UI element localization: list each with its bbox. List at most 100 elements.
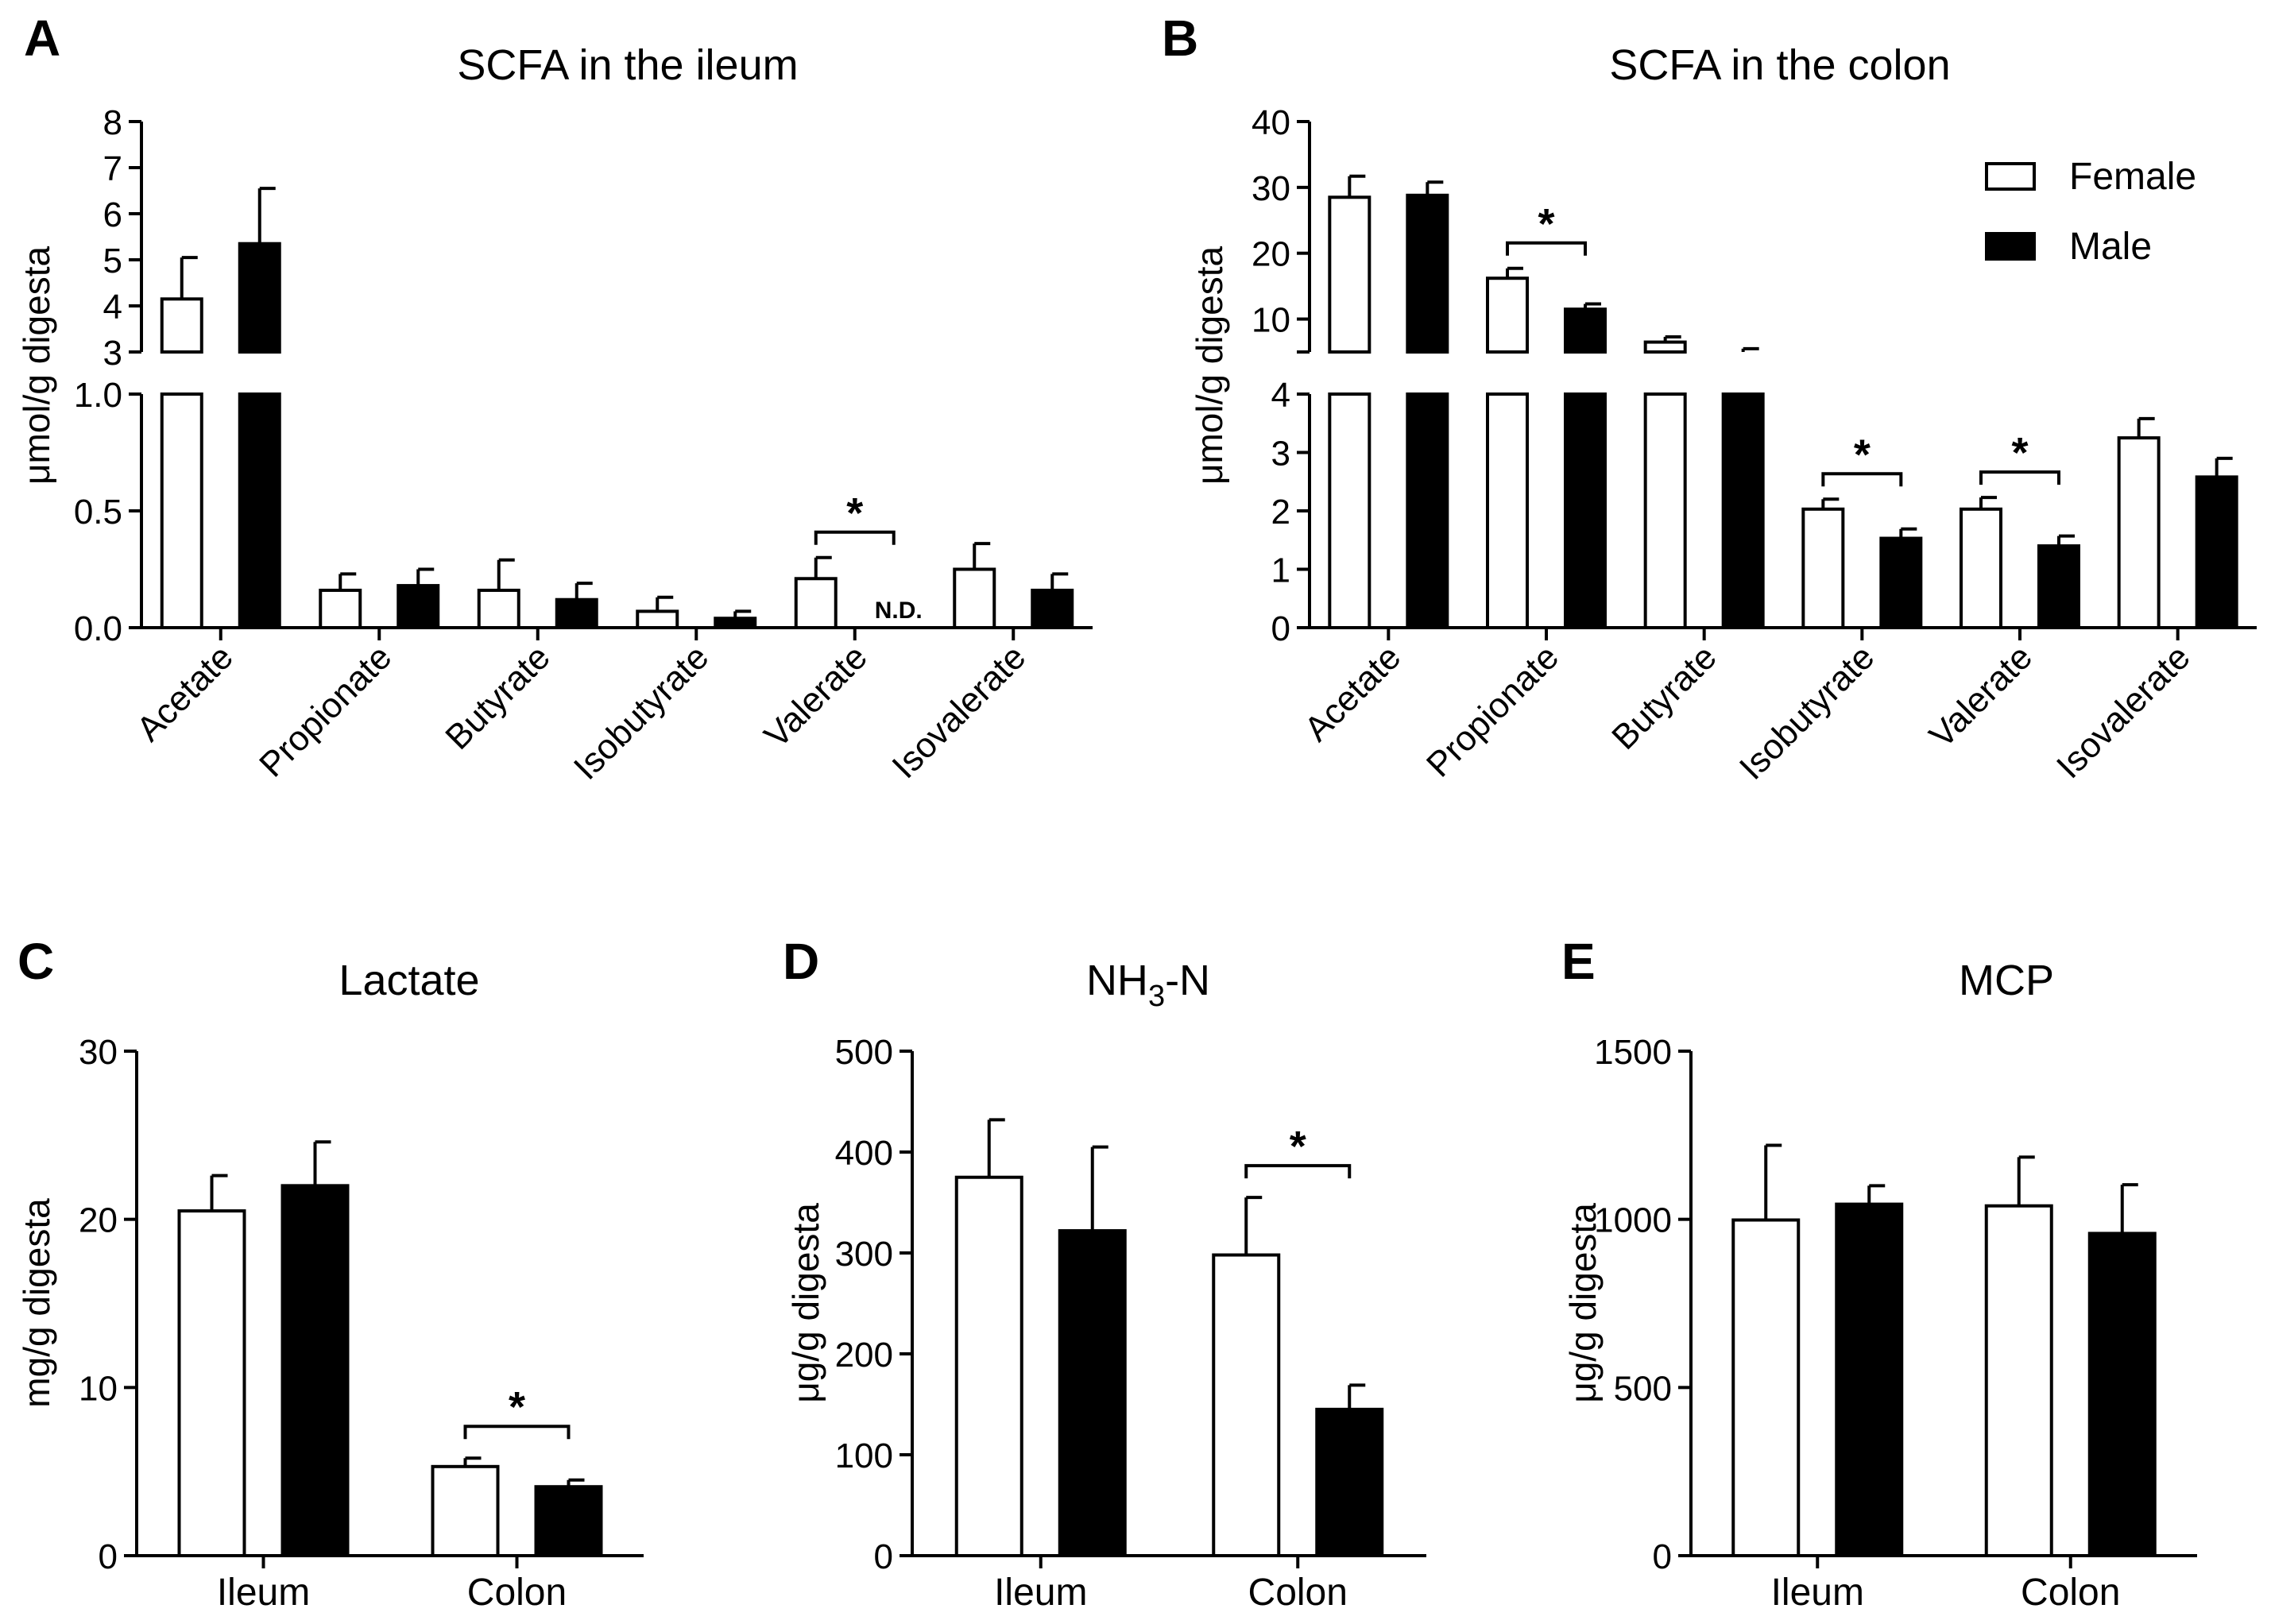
panel-e-ylabel: μg/g digesta: [1562, 1203, 1604, 1403]
panel-c-xtick-label: Colon: [467, 1572, 567, 1614]
panel-b-bar-male: [1406, 193, 1449, 354]
panel-a-ytick-label: 8: [103, 103, 122, 142]
panel-a-significance-star: *: [846, 489, 863, 537]
panel-c-bar-female: [431, 1464, 500, 1557]
panel-e-ytick-label: 0: [1653, 1537, 1672, 1576]
panel-a-bar-female: [160, 297, 203, 354]
panel-b-bar-female-lower: [1486, 392, 1529, 629]
panel-b-significance-star: *: [1538, 200, 1554, 248]
panel-b-ytick-label: 10: [1252, 301, 1290, 340]
panel-a-bar-male: [397, 584, 440, 630]
panel-d-bar-male: [1058, 1229, 1127, 1558]
panel-b-xtick-label: Isobutyrate: [1732, 637, 1882, 787]
panel-a-ytick-label: 1.0: [74, 376, 122, 415]
panel-b-bar-female: [1643, 340, 1687, 354]
panel-c-bar-male: [534, 1485, 603, 1558]
panel-a-bar-female: [477, 588, 520, 630]
legend: Female Male: [1985, 156, 2196, 268]
panel-a-note-nd: N.D.: [875, 597, 923, 624]
panel-c-ylabel: mg/g digesta: [16, 1198, 57, 1408]
panel-b-xtick-label: Propionate: [1419, 637, 1566, 784]
panel-c-ytick-label: 0: [99, 1537, 118, 1576]
panel-c-plot: 0 10 20 30 Ileum Colon *: [79, 1033, 644, 1614]
panel-b-bar-female: [1486, 276, 1529, 354]
panel-a-xtick-label: Isobutyrate: [567, 637, 717, 787]
panel-b-xtick-label: Acetate: [1297, 637, 1408, 748]
panel-e-ytick-label: 1000: [1594, 1201, 1672, 1240]
panel-b-bar-female: [1960, 507, 2002, 629]
panel-d-bar-female: [1212, 1253, 1281, 1558]
panel-a-letter: A: [24, 10, 60, 67]
panel-c-title: Lactate: [339, 957, 479, 1004]
panel-b: B SCFA in the colon μmol/g digesta 0 1 2 3 4…: [1162, 10, 2257, 787]
panel-c-ytick-label: 10: [79, 1369, 118, 1408]
panel-b-letter: B: [1162, 10, 1198, 67]
panel-d-title-sub: 3: [1148, 980, 1165, 1013]
panel-b-bar-male: [1564, 307, 1607, 354]
panel-d-significance-star: *: [1290, 1123, 1306, 1170]
panel-b-significance-star: *: [1854, 431, 1871, 478]
panel-b-bar-male: [2037, 544, 2080, 629]
panel-e-ytick-label: 500: [1614, 1369, 1672, 1408]
panel-c-significance-star: *: [509, 1383, 525, 1431]
panel-b-bar-male-lower: [1564, 392, 1607, 629]
panel-b-ytick-label: 0: [1271, 609, 1290, 648]
panel-b-bar-male-lower: [1406, 392, 1449, 629]
panel-b-ytick-label: 3: [1271, 435, 1290, 474]
panel-b-ytick-label: 30: [1252, 169, 1290, 208]
panel-a-bar-female: [794, 577, 838, 630]
panel-a-ytick-label: 0.0: [74, 609, 122, 648]
panel-e: E MCP μg/g digesta 0 500 1000 1500 Ileum Colo…: [1561, 933, 2197, 1614]
panel-e-bar-female: [1984, 1204, 2053, 1557]
panel-b-ytick-label: 20: [1252, 235, 1290, 274]
panel-d-ytick-label: 100: [835, 1436, 893, 1475]
panel-b-bar-female: [1801, 507, 1845, 629]
legend-swatch-female: [1985, 162, 2036, 191]
panel-c: C Lactate mg/g digesta 0 10 20 30 Ileum Colon…: [16, 933, 644, 1614]
panel-b-xtick-label: Valerate: [1922, 637, 2040, 755]
panel-d-ytick-label: 200: [835, 1336, 893, 1375]
panel-b-ytick-label: 2: [1271, 493, 1290, 532]
panel-b-significance-bracket: [1821, 472, 1903, 487]
legend-label-female: Female: [2069, 156, 2196, 198]
panel-b-ytick-label: 4: [1271, 376, 1290, 415]
panel-d-title: NH3-N: [1086, 957, 1210, 1013]
panel-a-bar-male: [555, 597, 598, 629]
panel-e-bar-female: [1731, 1218, 1801, 1557]
panel-b-bar-male: [2195, 475, 2238, 629]
panel-a-ytick-label: 3: [103, 334, 122, 373]
panel-a-xtick-label: Acetate: [130, 637, 241, 748]
panel-a-significance-bracket: [814, 530, 896, 545]
panel-a-ytick-label: 7: [103, 149, 122, 188]
panel-b-xtick-label: Isovalerate: [2049, 637, 2198, 786]
panel-b-xtick-label: Butyrate: [1604, 637, 1724, 757]
panel-c-bar-male: [280, 1184, 350, 1558]
panel-a-ytick-label: 6: [103, 195, 122, 234]
panel-e-bar-male: [1835, 1202, 1904, 1558]
panel-a-xtick-label: Valerate: [757, 637, 875, 755]
panel-c-ytick-label: 20: [79, 1201, 118, 1240]
panel-e-bar-male: [2087, 1232, 2157, 1557]
panel-d: D NH3-N μg/g digesta 0 100 200 300 400 500 Ile…: [783, 933, 1426, 1614]
panel-a-bar-female: [636, 609, 679, 629]
panel-a-plot: 0.0 0.5 1.03 4 5 6 7 8 Acetate Propionate Butyrate…: [74, 103, 1093, 787]
panel-b-bar-male-lower: [1721, 392, 1765, 629]
panel-a-bar-male-lower: [238, 392, 281, 629]
panel-b-ytick-label: 40: [1252, 103, 1290, 142]
panel-b-significance-star: *: [2011, 429, 2028, 477]
panel-a-bar-male: [714, 617, 757, 629]
panel-d-title-rest: -N: [1165, 957, 1210, 1004]
panel-e-ytick-label: 1500: [1594, 1033, 1672, 1072]
panel-b-significance-bracket: [1979, 470, 2060, 485]
panel-d-xtick-label: Ileum: [994, 1572, 1087, 1614]
panel-a-bar-female: [953, 567, 996, 629]
legend-label-male: Male: [2069, 226, 2152, 268]
panel-e-title: MCP: [1959, 957, 2054, 1004]
panel-c-bar-female: [177, 1209, 246, 1558]
panel-a-xtick-label: Isovalerate: [884, 637, 1033, 786]
panel-b-title: SCFA in the colon: [1609, 41, 1950, 89]
panel-a-ytick-label: 4: [103, 288, 122, 327]
panel-a-bar-male: [238, 242, 281, 354]
